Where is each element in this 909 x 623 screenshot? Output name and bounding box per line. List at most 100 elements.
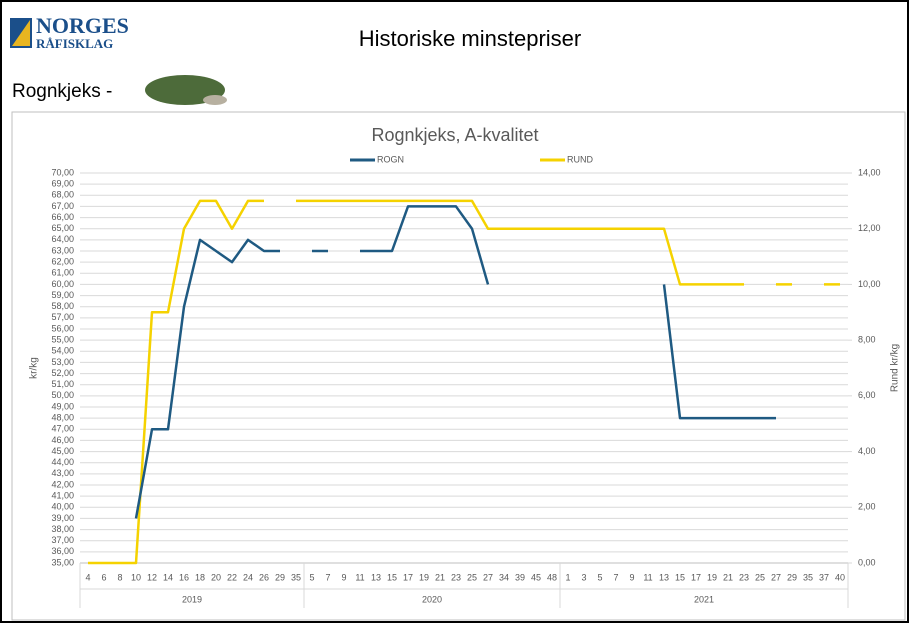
y-tick-label: 41,00 bbox=[51, 491, 74, 501]
chart-title: Rognkjeks, A-kvalitet bbox=[371, 125, 538, 145]
x-tick-label: 13 bbox=[371, 572, 381, 582]
series-line bbox=[88, 199, 840, 565]
species-label: Rognkjeks - bbox=[12, 81, 112, 102]
y-tick-label: 64,00 bbox=[51, 234, 74, 244]
x-tick-label: 35 bbox=[291, 572, 301, 582]
logo-accent bbox=[12, 20, 30, 46]
y-tick-label: 60,00 bbox=[51, 279, 74, 289]
x-tick-label: 1 bbox=[565, 572, 570, 582]
y-tick-label: 59,00 bbox=[51, 290, 74, 300]
series-line bbox=[134, 205, 776, 519]
x-tick-label: 21 bbox=[723, 572, 733, 582]
y-tick-label: 70,00 bbox=[51, 167, 74, 177]
x-tick-label: 25 bbox=[755, 572, 765, 582]
y-tick-label: 46,00 bbox=[51, 435, 74, 445]
x-tick-label: 23 bbox=[739, 572, 749, 582]
x-tick-label: 45 bbox=[531, 572, 541, 582]
x-tick-label: 19 bbox=[419, 572, 429, 582]
x-tick-label: 7 bbox=[325, 572, 330, 582]
x-tick-label: 8 bbox=[117, 572, 122, 582]
legend-label: ROGN bbox=[377, 154, 404, 164]
x-tick-label: 16 bbox=[179, 572, 189, 582]
x-tick-label: 37 bbox=[819, 572, 829, 582]
x-tick-label: 34 bbox=[499, 572, 509, 582]
chart-frame bbox=[11, 111, 906, 621]
x-tick-label: 39 bbox=[515, 572, 525, 582]
y2-tick-label: 6,00 bbox=[858, 390, 876, 400]
y-tick-label: 57,00 bbox=[51, 312, 74, 322]
y-tick-label: 63,00 bbox=[51, 245, 74, 255]
y2-tick-label: 8,00 bbox=[858, 335, 876, 345]
y-tick-label: 36,00 bbox=[51, 546, 74, 556]
x-tick-label: 29 bbox=[787, 572, 797, 582]
fish-image bbox=[145, 75, 227, 105]
x-tick-label: 48 bbox=[547, 572, 557, 582]
y2-tick-label: 4,00 bbox=[858, 446, 876, 456]
x-tick-label: 26 bbox=[259, 572, 269, 582]
x-tick-label: 24 bbox=[243, 572, 253, 582]
plot: 35,0036,0037,0038,0039,0040,0041,0042,00… bbox=[51, 154, 881, 608]
y-tick-label: 38,00 bbox=[51, 524, 74, 534]
x-tick-label: 9 bbox=[629, 572, 634, 582]
x-tick-label: 12 bbox=[147, 572, 157, 582]
y-tick-label: 68,00 bbox=[51, 190, 74, 200]
x-tick-label: 40 bbox=[835, 572, 845, 582]
x-tick-label: 25 bbox=[467, 572, 477, 582]
x-tick-label: 10 bbox=[131, 572, 141, 582]
y-tick-label: 52,00 bbox=[51, 368, 74, 378]
x-tick-label: 15 bbox=[675, 572, 685, 582]
y-tick-label: 55,00 bbox=[51, 335, 74, 345]
y-tick-label: 43,00 bbox=[51, 468, 74, 478]
y-tick-label: 49,00 bbox=[51, 401, 74, 411]
x-tick-label: 22 bbox=[227, 572, 237, 582]
x-tick-label: 35 bbox=[803, 572, 813, 582]
x-tick-label: 23 bbox=[451, 572, 461, 582]
logo-text: NORGES bbox=[36, 13, 129, 38]
y-tick-label: 61,00 bbox=[51, 268, 74, 278]
x-tick-label: 15 bbox=[387, 572, 397, 582]
x-tick-label: 27 bbox=[483, 572, 493, 582]
x-tick-label: 17 bbox=[691, 572, 701, 582]
fish-tail bbox=[203, 95, 227, 105]
y-tick-label: 40,00 bbox=[51, 502, 74, 512]
x-tick-label: 29 bbox=[275, 572, 285, 582]
y-tick-label: 54,00 bbox=[51, 346, 74, 356]
y-tick-label: 69,00 bbox=[51, 179, 74, 189]
logo: NORGES RÅFISKLAG bbox=[10, 13, 129, 51]
y-tick-label: 37,00 bbox=[51, 535, 74, 545]
y2-tick-label: 0,00 bbox=[858, 557, 876, 567]
x-tick-label: 27 bbox=[771, 572, 781, 582]
y-tick-label: 66,00 bbox=[51, 212, 74, 222]
y-tick-label: 58,00 bbox=[51, 301, 74, 311]
x-tick-label: 17 bbox=[403, 572, 413, 582]
y-tick-label: 67,00 bbox=[51, 201, 74, 211]
y-tick-label: 53,00 bbox=[51, 357, 74, 367]
x-tick-label: 13 bbox=[659, 572, 669, 582]
x-group-label: 2021 bbox=[694, 594, 714, 604]
x-tick-label: 11 bbox=[643, 572, 652, 582]
y-tick-label: 56,00 bbox=[51, 323, 74, 333]
y-tick-label: 47,00 bbox=[51, 424, 74, 434]
y2-tick-label: 2,00 bbox=[858, 502, 876, 512]
x-tick-label: 7 bbox=[613, 572, 618, 582]
y2-tick-label: 12,00 bbox=[858, 223, 881, 233]
x-group-label: 2019 bbox=[182, 594, 202, 604]
y-tick-label: 42,00 bbox=[51, 479, 74, 489]
legend-label: RUND bbox=[567, 154, 593, 164]
logo-text: RÅFISKLAG bbox=[36, 36, 113, 51]
x-tick-label: 19 bbox=[707, 572, 717, 582]
page-title: Historiske minstepriser bbox=[359, 26, 582, 51]
y-tick-label: 51,00 bbox=[51, 379, 74, 389]
y2-tick-label: 14,00 bbox=[858, 167, 881, 177]
y-tick-label: 50,00 bbox=[51, 390, 74, 400]
x-tick-label: 21 bbox=[435, 572, 445, 582]
y-tick-label: 39,00 bbox=[51, 513, 74, 523]
x-group-label: 2020 bbox=[422, 594, 442, 604]
x-tick-label: 5 bbox=[309, 572, 314, 582]
x-tick-label: 11 bbox=[355, 572, 364, 582]
x-tick-label: 6 bbox=[101, 572, 106, 582]
x-tick-label: 18 bbox=[195, 572, 205, 582]
x-tick-label: 14 bbox=[163, 572, 173, 582]
x-tick-label: 9 bbox=[341, 572, 346, 582]
